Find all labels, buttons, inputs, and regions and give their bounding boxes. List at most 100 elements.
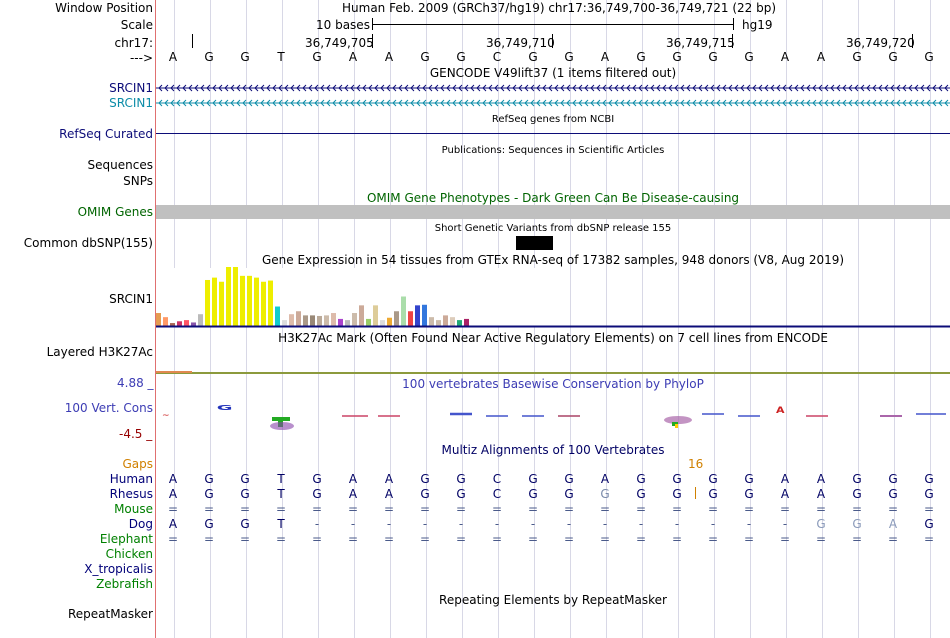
multiz-track-title[interactable]: Multiz Alignments of 100 Vertebrates <box>441 443 665 457</box>
publications-track-title[interactable]: Publications: Sequences in Scientific Ar… <box>441 145 665 156</box>
aligned-base: G <box>744 487 754 501</box>
phylop-label[interactable]: 100 Vert. Cons <box>64 401 153 415</box>
gtex-tissue-bar[interactable] <box>415 305 420 326</box>
gtex-bar-chart[interactable] <box>156 266 950 328</box>
omim-gene-bar[interactable] <box>156 205 950 219</box>
gtex-tissue-bar[interactable] <box>261 281 266 326</box>
h3k27ac-track-title[interactable]: H3K27Ac Mark (Often Found Near Active Re… <box>278 331 828 345</box>
gtex-tissue-bar[interactable] <box>184 320 189 326</box>
refseq-gene[interactable] <box>156 133 950 134</box>
gtex-tissue-bar[interactable] <box>275 306 280 326</box>
gap-count[interactable]: 16 <box>688 457 704 471</box>
gtex-tissue-bar[interactable] <box>324 315 329 326</box>
sequences-label[interactable]: Sequences <box>87 158 153 172</box>
species-label-chicken[interactable]: Chicken <box>105 547 153 561</box>
species-label-x_tropicalis[interactable]: X_tropicalis <box>84 562 153 576</box>
gtex-tissue-bar[interactable] <box>156 313 161 326</box>
aligned-base: G <box>528 472 538 486</box>
dbsnp-track-title[interactable]: Short Genetic Variants from dbSNP releas… <box>434 223 672 234</box>
gtex-tissue-bar[interactable] <box>338 318 343 326</box>
gtex-tissue-bar[interactable] <box>359 305 364 326</box>
gtex-tissue-bar[interactable] <box>331 313 336 326</box>
gtex-tissue-bar[interactable] <box>464 318 469 326</box>
aligned-base: = <box>923 502 935 516</box>
gtex-tissue-bar[interactable] <box>436 320 441 326</box>
gtex-tissue-bar[interactable] <box>247 275 252 326</box>
gtex-tissue-bar[interactable] <box>170 323 175 326</box>
gene-label-srcin1[interactable]: SRCIN1 <box>109 81 153 95</box>
gtex-tissue-bar[interactable] <box>177 321 182 326</box>
gtex-tissue-bar[interactable] <box>296 311 301 326</box>
species-label-dog[interactable]: Dog <box>128 517 153 531</box>
aligned-base: G <box>564 472 574 486</box>
species-label-rhesus[interactable]: Rhesus <box>109 487 153 501</box>
snps-label[interactable]: SNPs <box>123 174 153 188</box>
gtex-tissue-bar[interactable] <box>310 315 315 326</box>
position-tick <box>372 34 373 48</box>
gtex-tissue-bar[interactable] <box>394 311 399 326</box>
gtex-tissue-bar[interactable] <box>457 320 462 326</box>
gtex-tissue-bar[interactable] <box>226 267 231 326</box>
species-label-human[interactable]: Human <box>109 472 153 486</box>
base-A: A <box>780 50 790 64</box>
gtex-gene-label[interactable]: SRCIN1 <box>109 292 153 306</box>
aligned-base: G <box>744 472 754 486</box>
gtex-tissue-bar[interactable] <box>366 318 371 326</box>
gtex-tissue-bar[interactable] <box>401 296 406 327</box>
gencode-gene-2[interactable] <box>156 97 950 109</box>
gtex-tissue-bar[interactable] <box>282 320 287 326</box>
aligned-base: A <box>816 472 826 486</box>
gtex-tissue-bar[interactable] <box>387 317 392 326</box>
phylop-logo[interactable]: ~ G A <box>156 400 950 436</box>
gtex-tissue-bar[interactable] <box>373 305 378 326</box>
h3k27ac-label[interactable]: Layered H3K27Ac <box>46 345 153 359</box>
gaps-label[interactable]: Gaps <box>122 457 153 471</box>
gtex-tissue-bar[interactable] <box>233 267 238 326</box>
gene-label-srcin1-alt[interactable]: SRCIN1 <box>109 96 153 110</box>
base-A: A <box>168 50 178 64</box>
gtex-tissue-bar[interactable] <box>268 280 273 326</box>
gtex-tissue-bar[interactable] <box>303 315 308 326</box>
gtex-tissue-bar[interactable] <box>345 320 350 326</box>
species-label-elephant[interactable]: Elephant <box>99 532 153 546</box>
gtex-tissue-bar[interactable] <box>380 320 385 326</box>
gencode-gene-1[interactable] <box>156 82 950 94</box>
gtex-tissue-bar[interactable] <box>163 317 168 326</box>
aligned-base: A <box>780 472 790 486</box>
gtex-tissue-bar[interactable] <box>191 322 196 326</box>
h3k27ac-signal[interactable] <box>156 372 950 374</box>
omim-label[interactable]: OMIM Genes <box>77 205 153 219</box>
gtex-tissue-bar[interactable] <box>450 317 455 326</box>
species-label-mouse[interactable]: Mouse <box>114 502 153 516</box>
omim-track-title[interactable]: OMIM Gene Phenotypes - Dark Green Can Be… <box>366 191 740 205</box>
gtex-tissue-bar[interactable] <box>408 311 413 326</box>
dbsnp-variant[interactable] <box>516 236 553 250</box>
aligned-base: = <box>275 502 287 516</box>
gtex-tissue-bar[interactable] <box>422 304 427 326</box>
gtex-tissue-bar[interactable] <box>198 314 203 326</box>
dbsnp-label[interactable]: Common dbSNP(155) <box>23 236 153 250</box>
repeatmasker-track-title[interactable]: Repeating Elements by RepeatMasker <box>439 593 667 607</box>
gtex-tissue-bar[interactable] <box>212 277 217 326</box>
gtex-tissue-bar[interactable] <box>443 315 448 326</box>
refseq-track-title[interactable]: RefSeq genes from NCBI <box>491 114 615 125</box>
gtex-tissue-bar[interactable] <box>219 281 224 326</box>
aligned-base: G <box>708 472 718 486</box>
gtex-tissue-bar[interactable] <box>352 313 357 326</box>
scale-bar <box>372 24 733 25</box>
gtex-track-title[interactable]: Gene Expression in 54 tissues from GTEx … <box>261 253 845 267</box>
phylop-track-title[interactable]: 100 vertebrates Basewise Conservation by… <box>402 377 704 391</box>
repeatmasker-label[interactable]: RepeatMasker <box>67 607 153 621</box>
aligned-base: = <box>311 502 323 516</box>
gtex-tissue-bar[interactable] <box>240 275 245 326</box>
gencode-track-title[interactable]: GENCODE V49lift37 (1 items filtered out) <box>429 66 677 80</box>
gtex-tissue-bar[interactable] <box>289 314 294 326</box>
aligned-base: = <box>779 532 791 546</box>
aligned-base: = <box>203 532 215 546</box>
refseq-label[interactable]: RefSeq Curated <box>59 127 153 141</box>
gtex-tissue-bar[interactable] <box>429 317 434 326</box>
gtex-tissue-bar[interactable] <box>317 315 322 326</box>
gtex-tissue-bar[interactable] <box>205 279 210 326</box>
gtex-tissue-bar[interactable] <box>254 277 259 326</box>
species-label-zebrafish[interactable]: Zebrafish <box>96 577 153 591</box>
